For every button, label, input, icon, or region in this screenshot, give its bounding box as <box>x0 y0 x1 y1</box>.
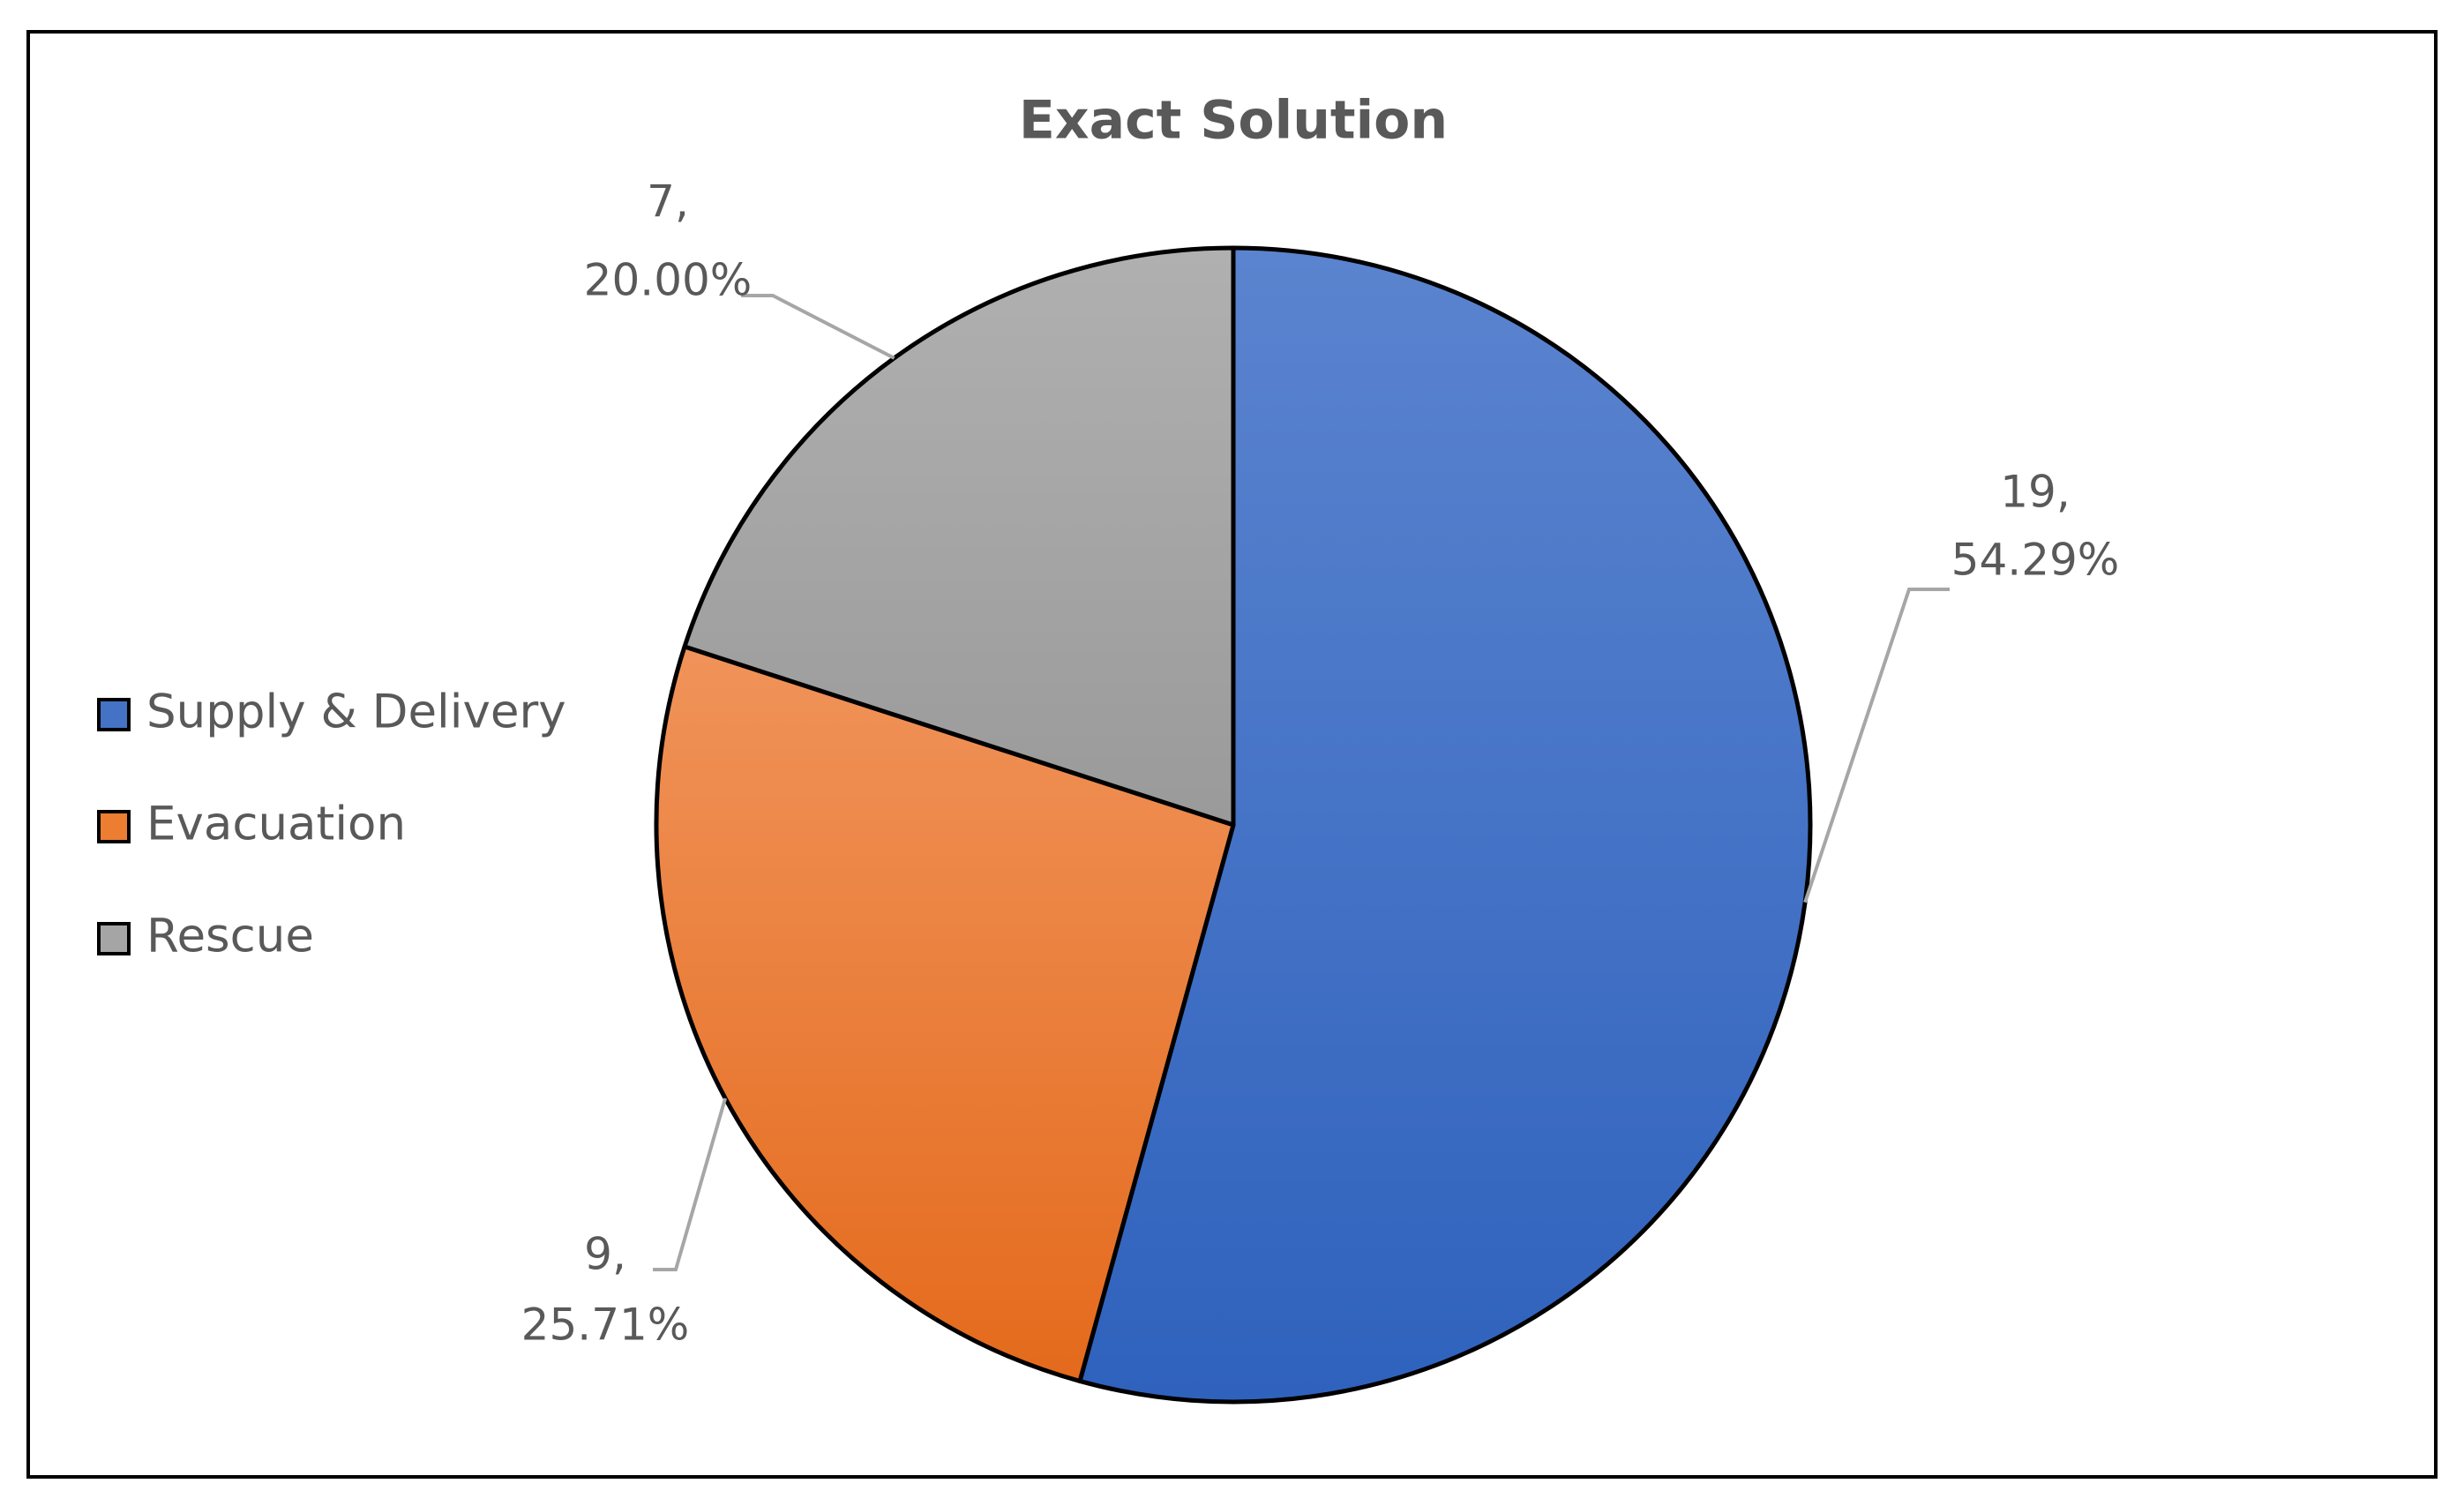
legend-swatch <box>97 810 131 843</box>
data-label: 9, <box>584 1229 626 1280</box>
leader-line <box>741 294 895 360</box>
legend-label: Supply & Delivery <box>146 686 566 739</box>
chart-title: Exact Solution <box>1019 90 1448 152</box>
data-label: 54.29% <box>1951 535 2120 586</box>
pie-slice <box>1077 245 1813 1405</box>
leader-line <box>653 1098 728 1271</box>
leader-line <box>1803 588 1950 903</box>
pie-slice <box>682 245 1236 828</box>
data-label: 25.71% <box>521 1300 690 1351</box>
data-label: 20.00% <box>584 255 753 306</box>
data-label: 19, <box>2000 467 2071 518</box>
pie-slice <box>654 644 1236 1383</box>
legend-label: Evacuation <box>146 798 406 851</box>
data-label: 7, <box>647 176 689 228</box>
legend-swatch <box>97 922 131 955</box>
legend-label: Rescue <box>146 910 314 963</box>
legend-swatch <box>97 698 131 731</box>
